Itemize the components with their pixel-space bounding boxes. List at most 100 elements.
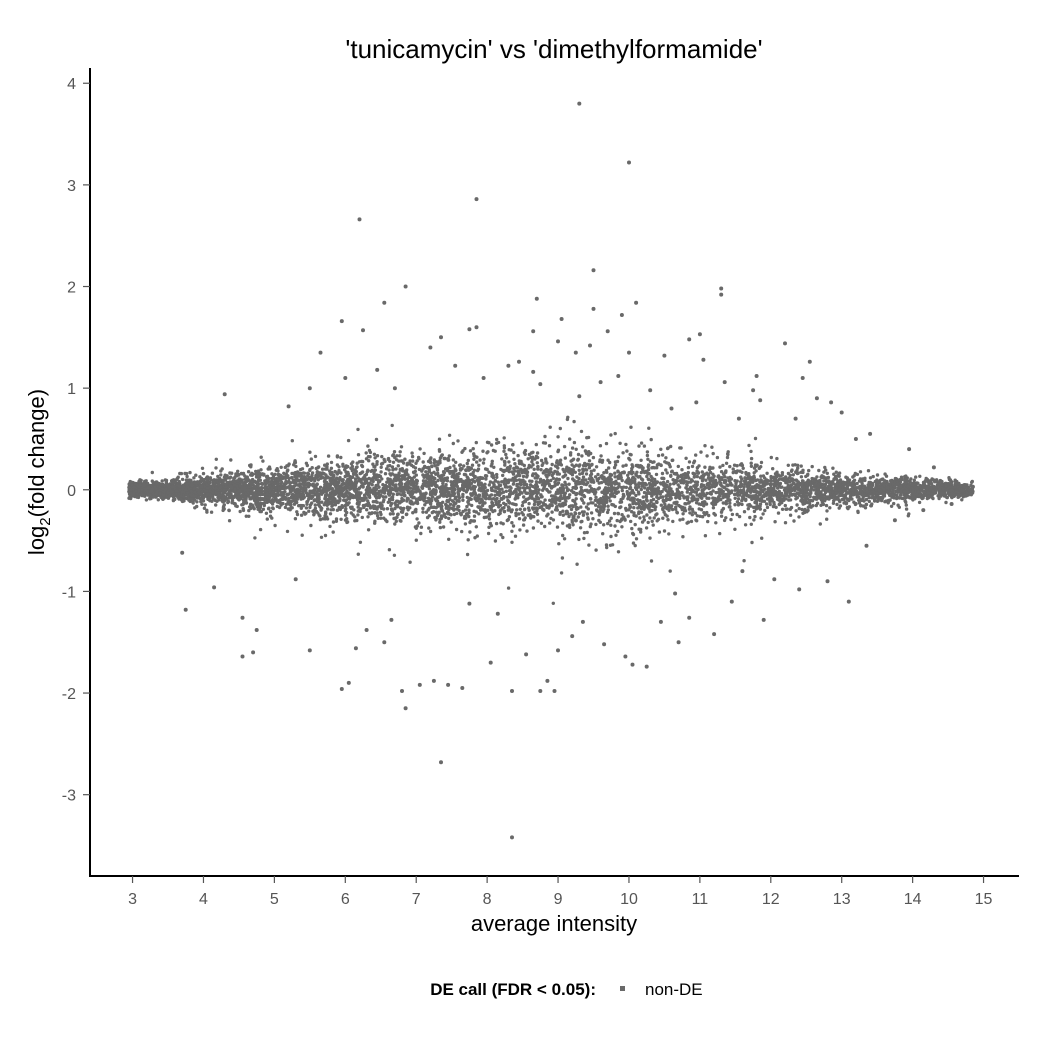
data-point [235,504,239,509]
data-point [530,479,534,483]
data-point [582,531,587,535]
data-point [825,509,829,513]
data-point [475,460,479,464]
data-point [343,468,347,472]
data-point [525,475,529,479]
data-point [638,474,642,479]
data-point [562,537,567,541]
data-point [308,450,312,454]
data-point [408,560,412,564]
data-point [323,514,327,518]
data-point [475,478,479,482]
data-point [394,483,398,487]
data-point [616,470,620,474]
data-point [425,484,429,488]
data-point [724,461,729,465]
data-point [602,471,606,475]
data-point [435,513,440,518]
data-point [526,506,531,510]
data-point [459,513,463,517]
data-point [523,516,527,520]
data-point [514,503,518,507]
data-point [582,510,586,514]
data-point [500,457,504,461]
data-point [722,518,727,523]
data-point [561,509,565,513]
data-point [539,468,543,472]
data-point [651,523,655,527]
data-point [227,508,231,512]
data-point [398,454,402,458]
data-point [366,468,370,472]
data-point [527,463,531,468]
data-point [384,495,388,499]
data-point [491,481,495,485]
data-point [616,550,621,554]
data-point [781,477,785,481]
data-point [468,449,473,453]
data-point [289,502,293,507]
data-point [375,454,380,458]
data-point [721,501,725,505]
data-point [759,465,763,469]
data-point [586,490,590,494]
data-point [871,474,875,479]
data-point [379,465,383,469]
data-point [267,465,272,469]
data-point [773,520,777,524]
data-point [521,474,526,479]
data-point [710,445,714,449]
data-point [399,445,404,449]
data-point [326,454,331,458]
data-point [361,498,365,502]
data-point [718,465,722,469]
data-point [494,485,498,490]
data-point [689,478,694,482]
data-point [647,426,651,430]
data-point [308,467,312,472]
data-point [451,441,455,446]
data-point [457,471,461,476]
data-point [380,454,384,459]
data-point [435,460,439,464]
data-point [703,534,708,538]
data-point [333,470,338,474]
data-point [711,506,716,510]
data-point [247,508,251,513]
data-point [259,455,263,459]
data-point [699,450,703,454]
data-point [319,535,324,539]
data-point [268,509,273,514]
data-point [415,517,419,521]
data-point [616,455,621,459]
data-point [536,519,540,523]
data-point [411,465,416,469]
data-point [568,493,572,497]
data-point [834,483,839,487]
data-point [318,485,323,489]
data-point [310,471,315,475]
data-point [405,496,410,500]
data-point [417,521,421,525]
data-point [254,469,258,474]
data-point [918,474,922,478]
data-point [778,474,783,478]
data-point [698,514,702,518]
data-point [506,586,511,590]
data-point [555,470,559,474]
data-point [601,532,605,536]
data-point [614,533,618,537]
data-point [489,486,494,490]
data-point [543,498,547,502]
data-point [659,447,663,451]
data-point [411,511,415,515]
data-point [587,543,591,547]
data-point [549,516,553,521]
data-point [694,453,698,457]
data-point [511,482,516,486]
data-point [530,473,535,478]
data-point [571,486,575,490]
data-point [358,540,363,544]
data-point [494,521,499,526]
